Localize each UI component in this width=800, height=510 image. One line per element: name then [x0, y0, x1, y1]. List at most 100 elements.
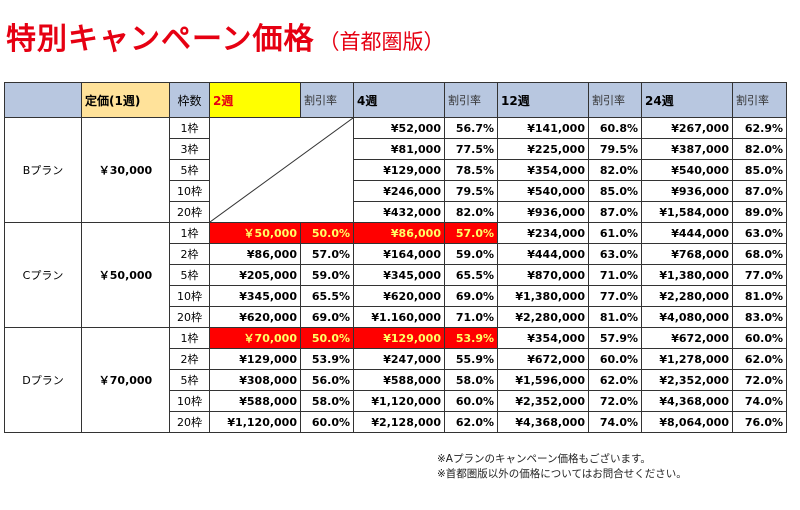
- rate-24-weeks: 60.0%: [732, 327, 787, 349]
- price-24-weeks: ¥2,352,000: [641, 369, 733, 391]
- rate-4-weeks: 57.0%: [444, 222, 498, 244]
- rate-12-weeks: 60.8%: [588, 117, 642, 139]
- price-4-weeks: ¥129,000: [353, 159, 445, 181]
- slot-count: 20枠: [169, 201, 210, 223]
- price-2-weeks: ¥86,000: [209, 243, 301, 265]
- price-24-weeks: ¥267,000: [641, 117, 733, 139]
- rate-2-weeks: 59.0%: [300, 264, 354, 286]
- rate-12-weeks: 74.0%: [588, 411, 642, 433]
- table-row: Cプラン ￥50,000 1枠 ￥50,000 50.0% ¥86,000 57.0% ¥23…: [4, 222, 787, 328]
- price-24-weeks: ¥768,000: [641, 243, 733, 265]
- table-row: 20枠 ¥1,120,000 60.0% ¥2,128,000 62.0% ¥4,368,…: [5, 411, 787, 433]
- rate-4-weeks: 59.0%: [444, 243, 498, 265]
- price-2-weeks: ¥620,000: [209, 306, 301, 328]
- not-available-cell: [209, 117, 354, 223]
- price-12-weeks: ¥4,368,000: [497, 411, 589, 433]
- price-12-weeks: ¥234,000: [497, 222, 589, 244]
- price-4-weeks: ¥246,000: [353, 180, 445, 202]
- header-2-weeks: 2週: [209, 82, 301, 118]
- rate-2-weeks: 65.5%: [300, 285, 354, 307]
- price-12-weeks: ¥936,000: [497, 201, 589, 223]
- price-2-weeks: ¥129,000: [209, 348, 301, 370]
- plan-name: Bプラン: [4, 117, 82, 223]
- rate-24-weeks: 89.0%: [732, 201, 787, 223]
- rate-24-weeks: 63.0%: [732, 222, 787, 244]
- table-body: Bプラン ￥30,000 1枠 ¥52,000 56.7% ¥141,000 60.8% ¥2…: [4, 117, 787, 433]
- header-row: 定価(1週) 枠数 2週 割引率 4週 割引率 12週 割引率 24週 割引率: [4, 82, 787, 118]
- header-discount-rate: 割引率: [732, 82, 787, 118]
- table-row: 2枠 ¥86,000 57.0% ¥164,000 59.0% ¥444,000 63.0%…: [5, 243, 787, 265]
- price-4-weeks: ¥1.160,000: [353, 306, 445, 328]
- rate-4-weeks: 55.9%: [444, 348, 498, 370]
- header-4-weeks: 4週: [353, 82, 445, 118]
- price-24-weeks: ¥387,000: [641, 138, 733, 160]
- rate-4-weeks: 71.0%: [444, 306, 498, 328]
- rate-12-weeks: 71.0%: [588, 264, 642, 286]
- price-12-weeks: ¥141,000: [497, 117, 589, 139]
- table-row: 2枠 ¥129,000 53.9% ¥247,000 55.9% ¥672,000 60.0…: [5, 348, 787, 370]
- slot-count: 5枠: [169, 264, 210, 286]
- price-12-weeks: ¥540,000: [497, 180, 589, 202]
- rate-24-weeks: 85.0%: [732, 159, 787, 181]
- price-12-weeks: ¥672,000: [497, 348, 589, 370]
- rate-12-weeks: 62.0%: [588, 369, 642, 391]
- slot-count: 20枠: [169, 306, 210, 328]
- rate-2-weeks: 69.0%: [300, 306, 354, 328]
- title-sub: （首都圏版）: [318, 30, 445, 54]
- price-4-weeks: ¥620,000: [353, 285, 445, 307]
- rate-24-weeks: 77.0%: [732, 264, 787, 286]
- rate-2-weeks: 58.0%: [300, 390, 354, 412]
- header-count: 枠数: [169, 82, 210, 118]
- price-12-weeks: ¥225,000: [497, 138, 589, 160]
- slot-count: 5枠: [169, 159, 210, 181]
- price-4-weeks: ¥1,120,000: [353, 390, 445, 412]
- price-4-weeks: ¥2,128,000: [353, 411, 445, 433]
- rate-4-weeks: 77.5%: [444, 138, 498, 160]
- title-main: 特別キャンペーン価格: [6, 22, 315, 57]
- slot-count: 1枠: [169, 222, 210, 244]
- rate-4-weeks: 69.0%: [444, 285, 498, 307]
- price-24-weeks: ¥4,080,000: [641, 306, 733, 328]
- rate-24-weeks: 72.0%: [732, 369, 787, 391]
- slot-count: 10枠: [169, 390, 210, 412]
- slot-count: 1枠: [169, 117, 210, 139]
- base-price: ￥70,000: [81, 327, 170, 433]
- rate-2-weeks: 60.0%: [300, 411, 354, 433]
- price-4-weeks: ¥345,000: [353, 264, 445, 286]
- price-table: 定価(1週) 枠数 2週 割引率 4週 割引率 12週 割引率 24週 割引率 …: [4, 82, 787, 433]
- table-row: 5枠 ¥129,000 78.5% ¥354,000 82.0% ¥540,000 85.0…: [5, 159, 787, 181]
- rate-24-weeks: 87.0%: [732, 180, 787, 202]
- rate-24-weeks: 81.0%: [732, 285, 787, 307]
- price-4-weeks: ¥86,000: [353, 222, 445, 244]
- price-12-weeks: ¥870,000: [497, 264, 589, 286]
- rate-12-weeks: 81.0%: [588, 306, 642, 328]
- rate-24-weeks: 82.0%: [732, 138, 787, 160]
- price-12-weeks: ¥1,596,000: [497, 369, 589, 391]
- rate-12-weeks: 85.0%: [588, 180, 642, 202]
- price-4-weeks: ¥432,000: [353, 201, 445, 223]
- footnote-contact: ※首都圏版以外の価格についてはお問合せください。: [437, 468, 687, 480]
- rate-4-weeks: 65.5%: [444, 264, 498, 286]
- table-row: 10枠 ¥588,000 58.0% ¥1,120,000 60.0% ¥2,352,00…: [5, 390, 787, 412]
- rate-12-weeks: 57.9%: [588, 327, 642, 349]
- header-discount-rate: 割引率: [588, 82, 642, 118]
- slot-count: 10枠: [169, 285, 210, 307]
- rate-24-weeks: 62.9%: [732, 117, 787, 139]
- price-2-weeks: ¥205,000: [209, 264, 301, 286]
- header-discount-rate: 割引率: [300, 82, 354, 118]
- rate-2-weeks: 50.0%: [300, 327, 354, 349]
- table-row: 5枠 ¥308,000 56.0% ¥588,000 58.0% ¥1,596,000 62…: [5, 369, 787, 391]
- table-row: 20枠 ¥432,000 82.0% ¥936,000 87.0% ¥1,584,000 8…: [5, 201, 787, 223]
- header-24-weeks: 24週: [641, 82, 733, 118]
- rate-4-weeks: 62.0%: [444, 411, 498, 433]
- rate-2-weeks: 50.0%: [300, 222, 354, 244]
- table-row: 10枠 ¥246,000 79.5% ¥540,000 85.0% ¥936,000 87.…: [5, 180, 787, 202]
- rate-24-weeks: 62.0%: [732, 348, 787, 370]
- diagonal-line: [210, 118, 353, 222]
- price-2-weeks: ¥308,000: [209, 369, 301, 391]
- header-discount-rate: 割引率: [444, 82, 498, 118]
- rate-4-weeks: 53.9%: [444, 327, 498, 349]
- rate-24-weeks: 83.0%: [732, 306, 787, 328]
- rate-4-weeks: 79.5%: [444, 180, 498, 202]
- price-24-weeks: ¥1,380,000: [641, 264, 733, 286]
